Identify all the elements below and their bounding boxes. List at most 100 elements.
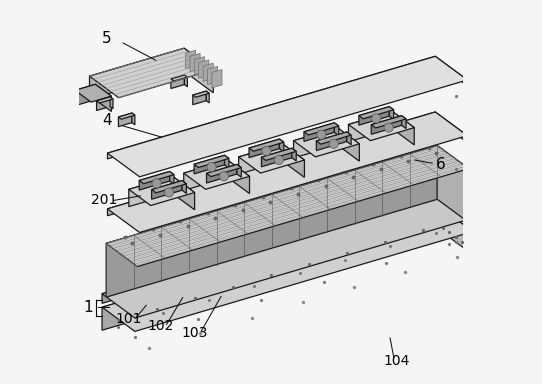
Polygon shape [184, 160, 228, 190]
Circle shape [274, 156, 283, 165]
Polygon shape [349, 111, 392, 142]
Polygon shape [304, 123, 334, 141]
Polygon shape [107, 56, 467, 177]
Bar [454, 197, 456, 199]
Polygon shape [261, 148, 292, 167]
Polygon shape [448, 165, 461, 211]
Polygon shape [317, 132, 351, 144]
Text: 201: 201 [91, 194, 117, 207]
Polygon shape [304, 123, 339, 135]
Polygon shape [392, 111, 414, 145]
Text: 1: 1 [83, 300, 93, 315]
Circle shape [317, 130, 326, 139]
Polygon shape [102, 207, 440, 330]
Polygon shape [107, 56, 435, 159]
Bar [466, 212, 468, 214]
Polygon shape [440, 207, 473, 255]
Bar [461, 180, 464, 182]
Polygon shape [228, 160, 249, 194]
Text: 5: 5 [102, 31, 112, 46]
Polygon shape [237, 164, 241, 177]
Polygon shape [347, 132, 351, 145]
Polygon shape [102, 207, 473, 331]
Polygon shape [349, 111, 414, 141]
Polygon shape [212, 70, 222, 88]
Polygon shape [207, 164, 237, 183]
Polygon shape [435, 112, 467, 142]
Polygon shape [402, 116, 406, 129]
Polygon shape [170, 172, 174, 184]
Bar [461, 186, 464, 188]
Polygon shape [199, 60, 209, 78]
Polygon shape [249, 139, 280, 157]
Circle shape [220, 172, 229, 181]
Polygon shape [207, 91, 209, 103]
Circle shape [207, 162, 216, 172]
Polygon shape [208, 66, 218, 84]
Bar [457, 189, 461, 191]
Polygon shape [317, 132, 347, 151]
Circle shape [152, 179, 161, 188]
Bar [461, 197, 464, 200]
Polygon shape [190, 53, 200, 72]
Polygon shape [338, 128, 359, 161]
Polygon shape [107, 112, 435, 216]
Polygon shape [102, 194, 473, 318]
Circle shape [262, 146, 271, 156]
Bar [454, 180, 456, 182]
Polygon shape [139, 172, 174, 184]
Polygon shape [75, 84, 95, 106]
Polygon shape [129, 176, 173, 207]
Polygon shape [171, 75, 184, 89]
Text: 104: 104 [384, 354, 410, 368]
Bar [457, 206, 461, 208]
Bar [454, 203, 456, 205]
Circle shape [164, 188, 173, 197]
Polygon shape [89, 48, 214, 98]
Polygon shape [106, 146, 469, 266]
Text: 103: 103 [182, 326, 208, 339]
Polygon shape [171, 75, 188, 81]
Polygon shape [203, 63, 213, 81]
Bar [457, 194, 461, 197]
Polygon shape [102, 194, 440, 303]
Polygon shape [238, 144, 305, 173]
Polygon shape [238, 144, 282, 174]
Polygon shape [359, 107, 393, 119]
Polygon shape [461, 165, 479, 220]
Polygon shape [107, 112, 467, 232]
Polygon shape [261, 148, 296, 161]
Polygon shape [249, 139, 284, 151]
Polygon shape [182, 180, 186, 194]
Bar [466, 183, 468, 185]
Polygon shape [371, 116, 406, 128]
Bar [461, 209, 464, 211]
Polygon shape [448, 165, 479, 182]
Bar [466, 206, 468, 208]
Polygon shape [437, 146, 469, 222]
Bar [466, 194, 468, 197]
Polygon shape [194, 155, 224, 174]
Polygon shape [110, 97, 113, 109]
Polygon shape [389, 107, 393, 119]
Polygon shape [106, 146, 437, 297]
Polygon shape [224, 155, 229, 168]
Polygon shape [96, 97, 113, 103]
Bar [454, 191, 456, 194]
Polygon shape [129, 176, 195, 205]
Bar [457, 183, 461, 185]
Bar [461, 192, 464, 194]
Polygon shape [193, 91, 209, 97]
Bar [457, 200, 461, 202]
Polygon shape [173, 176, 195, 210]
Text: 101: 101 [115, 312, 142, 326]
Text: 6: 6 [436, 157, 446, 172]
Polygon shape [89, 48, 184, 99]
Text: 4: 4 [102, 113, 112, 129]
Bar [466, 189, 468, 191]
Circle shape [372, 114, 381, 123]
Polygon shape [185, 50, 196, 68]
Bar [454, 174, 456, 176]
Polygon shape [292, 148, 296, 161]
Polygon shape [139, 172, 170, 190]
